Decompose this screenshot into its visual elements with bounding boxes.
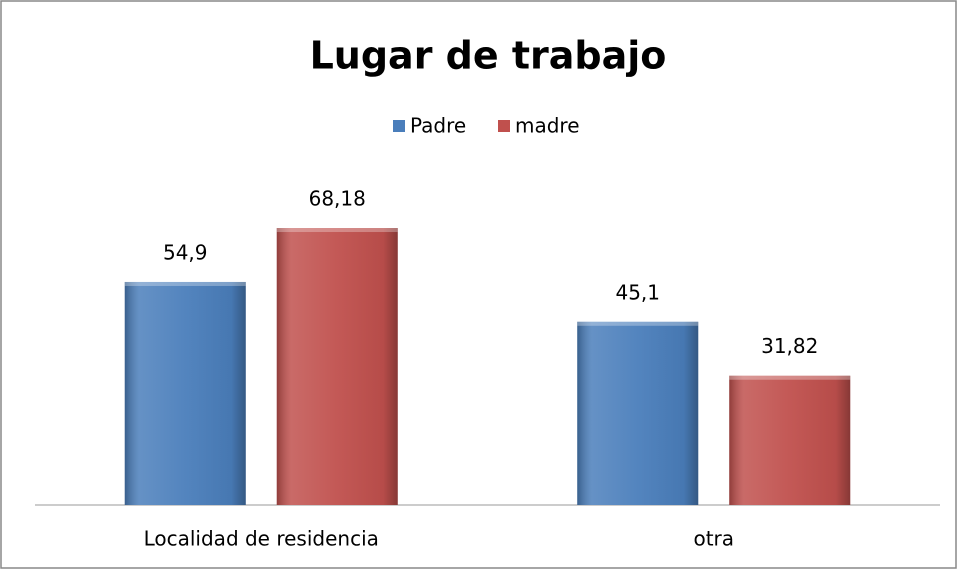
x-tick-label: otra — [693, 527, 734, 551]
bar-shade — [577, 321, 699, 505]
data-label: 68,18 — [309, 187, 366, 211]
legend-label: Padre — [410, 114, 466, 138]
legend-label: madre — [515, 114, 580, 138]
chart-title: Lugar de trabajo — [310, 34, 667, 78]
data-label: 31,82 — [761, 334, 818, 358]
bar-cap — [124, 281, 246, 286]
bar-cap — [577, 321, 699, 326]
bar-shade — [124, 281, 246, 505]
legend-swatch — [393, 120, 405, 132]
bar-shade — [276, 228, 398, 506]
x-tick-label: Localidad de residencia — [144, 527, 379, 551]
data-label: 54,9 — [163, 240, 208, 264]
bar-cap — [729, 375, 851, 380]
bar-cap — [276, 228, 398, 233]
legend-swatch — [498, 120, 510, 132]
data-label: 45,1 — [615, 280, 660, 304]
bar-shade — [729, 375, 851, 505]
